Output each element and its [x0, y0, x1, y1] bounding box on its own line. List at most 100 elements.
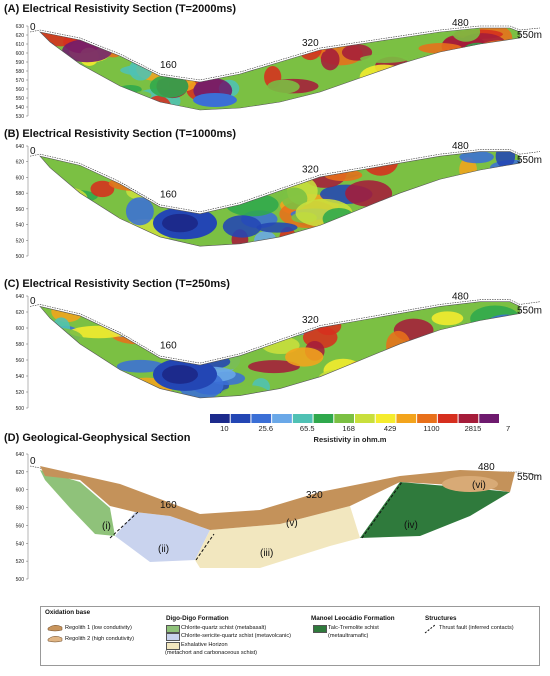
resistivity-blob	[88, 214, 125, 232]
topography-line	[29, 149, 541, 213]
resistivity-blob	[322, 207, 356, 230]
legend-oxidation-heading: Oxidation base	[45, 609, 91, 616]
panel-d-geological-section: 640 620 600 580 560 540 520 500 0 160 320 480 550m (i…	[16, 452, 542, 583]
resistivity-blob	[125, 197, 154, 226]
colorbar-swatch	[251, 414, 272, 423]
colorbar-swatch	[292, 414, 313, 423]
y-tick-label: 500	[16, 254, 25, 260]
resistivity-blob	[227, 28, 272, 43]
colorbar-tick-label: 7206	[506, 424, 510, 433]
resistivity-blob	[456, 70, 475, 96]
swatch-exhalative	[166, 642, 180, 650]
resistivity-blob	[116, 359, 165, 373]
distance-label-550m: 550m	[517, 30, 542, 41]
resistivity-blob	[225, 192, 279, 217]
resistivity-blob	[494, 179, 519, 194]
colorbar-swatch	[396, 414, 417, 423]
resistivity-blob	[428, 366, 483, 397]
resistivity-blob	[402, 199, 419, 223]
colorbar-swatch	[417, 414, 437, 423]
y-tick-label: 540	[16, 223, 25, 229]
resistivity-blob	[94, 226, 147, 237]
distance-label-160: 160	[160, 190, 177, 201]
distance-label-320: 320	[302, 164, 319, 175]
resistivity-blob	[222, 40, 276, 62]
swatch-chlorite-quartz	[166, 625, 180, 633]
distance-label-480: 480	[478, 462, 495, 473]
resistivity-blob	[74, 379, 91, 398]
distance-label-320: 320	[302, 315, 319, 326]
unit-v-regolith	[40, 466, 515, 530]
resistivity-blob	[436, 94, 454, 110]
unit-vi	[442, 476, 498, 492]
y-tick-label: 560	[16, 358, 25, 364]
resistivity-blob	[438, 78, 480, 89]
resistivity-blob	[431, 311, 464, 326]
colorbar-tick-label: 25.6	[258, 424, 273, 433]
resistivity-blob	[193, 186, 233, 201]
distance-label-0: 0	[30, 146, 36, 157]
y-tick-label: 580	[16, 191, 25, 197]
colorbar-tick-label: 1100	[423, 424, 439, 433]
resistivity-blob	[348, 85, 407, 104]
resistivity-blob	[352, 28, 383, 35]
distance-label-0: 0	[30, 296, 36, 307]
resistivity-blob	[222, 215, 262, 238]
legend-digo3: Exhalative Horizon	[181, 642, 228, 648]
resistivity-blob	[385, 93, 411, 110]
resistivity-blob	[133, 28, 158, 34]
resistivity-blob	[132, 91, 152, 100]
resistivity-blob	[108, 175, 168, 192]
y-tick-label: 620	[16, 470, 25, 476]
resistivity-blob	[495, 349, 518, 378]
resistivity-blob	[110, 226, 144, 237]
resistivity-blob	[434, 57, 466, 71]
geology-legend: Oxidation base Regolith 1 (low condutivi…	[40, 606, 540, 666]
distance-label-160: 160	[160, 60, 177, 71]
unit-iii	[195, 506, 360, 568]
resistivity-blob	[114, 171, 151, 185]
resistivity-blob	[226, 178, 286, 192]
y-tick-label: 600	[16, 326, 25, 332]
legend-regolith1: Regolith 1 (low condutivity)	[65, 625, 132, 631]
resistivity-blob	[246, 151, 273, 174]
resistivity-blob	[419, 77, 454, 95]
colorbar-swatch	[334, 414, 354, 423]
unit-label-3: (iii)	[260, 548, 273, 559]
colorbar-swatch	[355, 414, 375, 423]
resistivity-blob	[183, 28, 241, 37]
colorbar-caption: Resistivity in ohm.m	[314, 435, 387, 444]
resistivity-blob	[118, 169, 168, 179]
y-tick-label: 560	[16, 523, 25, 529]
unit-label-6: (vi)	[472, 480, 486, 491]
y-tick-label: 560	[16, 207, 25, 213]
resistivity-blob	[368, 222, 393, 247]
resistivity-blob	[362, 151, 399, 176]
resistivity-blob	[211, 178, 255, 196]
colorbar-swatch	[313, 414, 334, 423]
resistivity-blob	[489, 92, 517, 110]
resistivity-blob	[242, 151, 271, 172]
unit-label-4: (iv)	[404, 520, 418, 531]
y-tick-label: 530	[16, 114, 25, 120]
resistivity-blob	[222, 151, 259, 172]
resistivity-blob	[90, 180, 115, 198]
resistivity-blob	[474, 172, 520, 186]
distance-label-160: 160	[160, 341, 177, 352]
colorbar-swatch	[210, 414, 230, 423]
resistivity-blob	[360, 54, 409, 63]
resistivity-blob	[360, 234, 412, 246]
distance-label-550m: 550m	[517, 472, 542, 483]
thrust-fault	[195, 533, 215, 561]
resistivity-blob	[325, 225, 378, 247]
thrust-fault-icon	[424, 624, 436, 634]
colorbar-tick-label: 10	[220, 424, 228, 433]
resistivity-blob	[472, 319, 520, 345]
resistivity-blob	[480, 165, 520, 188]
resistivity-blob	[476, 39, 520, 60]
colorbar-swatch	[375, 414, 396, 423]
colorbar-swatch	[479, 414, 499, 423]
resistivity-blob	[256, 222, 298, 233]
resistivity-blob	[420, 368, 461, 389]
resistivity-blob	[68, 366, 87, 397]
